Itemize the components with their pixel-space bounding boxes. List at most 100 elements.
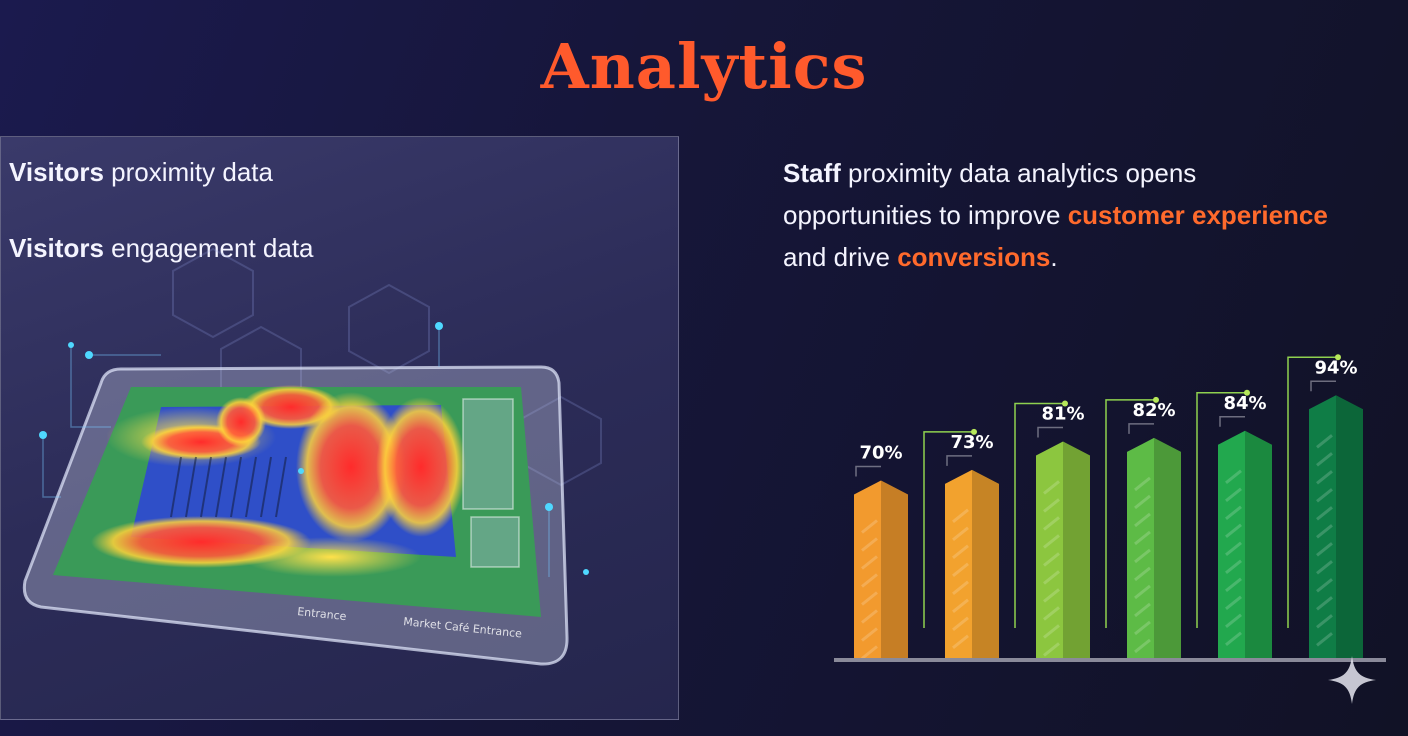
- visitors-bold-1: Visitors: [9, 157, 104, 187]
- bar-body: [854, 480, 908, 658]
- rt-line-1: Staff proximity data analytics opens: [783, 152, 1408, 194]
- conversion-bar-chart: 70% 73% 81% 82% 84% 94%: [834, 354, 1386, 662]
- bar-stripe: [1225, 595, 1242, 610]
- bar-stripe: [861, 591, 878, 606]
- bar-connector: [1196, 392, 1247, 628]
- bar-stripe: [1225, 631, 1242, 646]
- rt-part1: proximity data analytics opens: [840, 158, 1197, 188]
- connector-dot: [1153, 396, 1159, 403]
- bar-stripe: [1316, 524, 1333, 539]
- bar-stripe: [952, 598, 969, 614]
- bar-5: 84%: [1218, 354, 1341, 658]
- bar-value-label: 84%: [1223, 393, 1266, 414]
- bar-6: 94%: [1309, 357, 1363, 658]
- bar-stripe: [1043, 480, 1060, 495]
- bar-stripe: [1316, 542, 1333, 557]
- conversions-highlight: conversions: [897, 242, 1051, 272]
- bar-stripe: [1043, 624, 1060, 639]
- bar-stripe: [952, 562, 969, 578]
- bar-value-label: 81%: [1041, 403, 1084, 424]
- bar-leader: [1219, 416, 1245, 427]
- bar-stripe: [1134, 602, 1151, 618]
- bar-value-label: 94%: [1314, 357, 1357, 378]
- bar-shade: [1063, 441, 1090, 658]
- bar-stripe: [1134, 530, 1151, 546]
- bar-stripe: [952, 526, 969, 542]
- bar-shade: [1336, 395, 1363, 658]
- bar-stripe: [1316, 614, 1333, 629]
- rt-line-2: opportunities to improve customer experi…: [783, 194, 1408, 236]
- bar-stripe: [952, 616, 969, 632]
- bar-stripe: [1043, 588, 1060, 603]
- sparkle-icon: [1328, 656, 1376, 704]
- bar-stripe: [861, 573, 878, 588]
- visitors-engagement-text: Visitors engagement data: [9, 233, 314, 264]
- rt-part3: and drive: [783, 242, 898, 272]
- bar-body: [945, 469, 999, 658]
- bar-stripe: [1225, 523, 1242, 538]
- heatmap-floorplan: Entrance Market Café Entrance: [22, 247, 602, 666]
- bar-leader: [946, 455, 972, 466]
- bar-stripe: [1134, 494, 1151, 510]
- visitor-analytics-panel: Visitors proximity data Visitors engagem…: [0, 136, 679, 720]
- bar-stripe: [1134, 512, 1151, 528]
- bar-4: 82%: [1127, 389, 1250, 658]
- bar-stripe: [1316, 632, 1333, 647]
- bar-3: 81%: [1036, 396, 1159, 658]
- bar-body: [1218, 430, 1272, 658]
- bar-stripe: [1225, 577, 1242, 592]
- bar-stripe: [1043, 570, 1060, 585]
- connector-dot: [971, 428, 977, 435]
- bar-stripe: [1134, 476, 1151, 492]
- bar-shade: [1245, 430, 1272, 658]
- rt-part2: opportunities to improve: [783, 200, 1068, 230]
- bar-stripe: [861, 645, 878, 660]
- bar-stripe: [1134, 584, 1151, 600]
- bar-stripe: [1043, 642, 1060, 657]
- bar-stripe: [1225, 469, 1242, 484]
- bar-stripe: [1316, 560, 1333, 575]
- bar-stripe: [1316, 506, 1333, 521]
- bar-connector: [1014, 402, 1065, 628]
- bar-stripe: [952, 508, 969, 524]
- visitors-bold-2: Visitors: [9, 233, 104, 263]
- bar-stripe: [1043, 534, 1060, 549]
- bar-stripe: [861, 609, 878, 624]
- bar-stripe: [1043, 606, 1060, 621]
- staff-analytics-description: Staff proximity data analytics opens opp…: [783, 152, 1408, 278]
- rt-part4: .: [1050, 242, 1058, 272]
- bar-value-label: 82%: [1132, 400, 1175, 421]
- bar-stripe: [1225, 559, 1242, 574]
- bar-shade: [881, 480, 908, 658]
- bar-body: [1127, 437, 1181, 658]
- bar-connector: [1105, 399, 1156, 628]
- engagement-rest: engagement data: [103, 233, 314, 263]
- bar-stripe: [861, 627, 878, 642]
- bar-body: [1309, 395, 1363, 658]
- entrance-label: Entrance: [297, 605, 348, 623]
- bar-stripe: [1316, 596, 1333, 611]
- bar-stripe: [952, 544, 969, 560]
- rt-line-3: and drive conversions.: [783, 236, 1408, 278]
- bar-stripe: [1134, 566, 1151, 582]
- bar-stripe: [952, 634, 969, 650]
- bar-stripe: [861, 519, 878, 534]
- bar-leader: [1310, 380, 1336, 392]
- bar-stripe: [1316, 578, 1333, 593]
- bar-stripe: [1225, 487, 1242, 502]
- bar-stripe: [1316, 488, 1333, 503]
- bar-body: [1036, 441, 1090, 658]
- connector-dot: [1335, 354, 1341, 361]
- bar-stripe: [1225, 613, 1242, 628]
- bar-leader: [1037, 426, 1063, 438]
- connector-dot: [1062, 400, 1068, 407]
- bar-stripe: [952, 580, 969, 596]
- bar-leader: [855, 465, 881, 477]
- proximity-rest: proximity data: [103, 157, 273, 187]
- bar-stripe: [1134, 620, 1151, 636]
- bar-connector: [1287, 356, 1338, 628]
- bar-stripe: [1225, 541, 1242, 556]
- connector-dot: [1244, 389, 1250, 396]
- bar-stripe: [1316, 452, 1333, 467]
- visitors-proximity-text: Visitors proximity data: [9, 157, 273, 188]
